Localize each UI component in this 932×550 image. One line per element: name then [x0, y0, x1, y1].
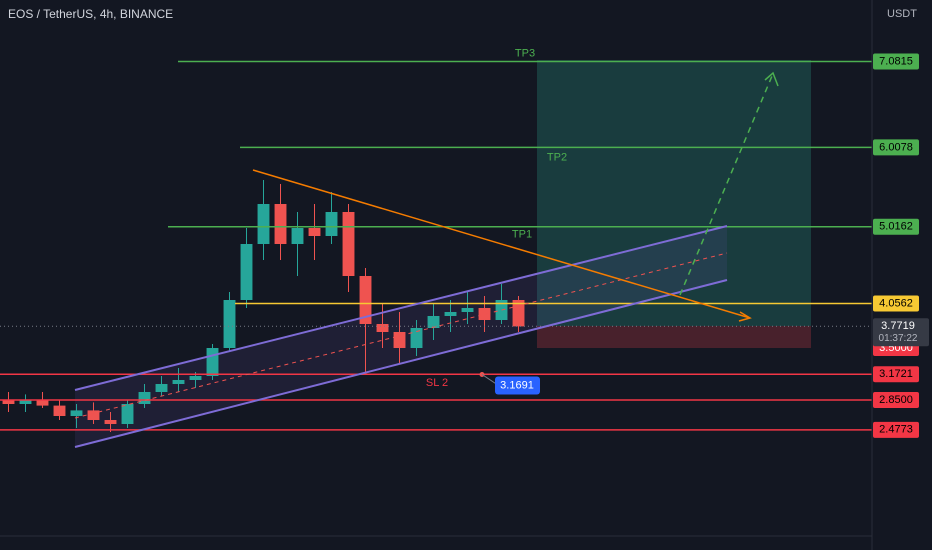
channel-upper — [74, 225, 728, 391]
candle-body — [461, 308, 474, 312]
channel-lower — [74, 279, 728, 448]
candle-body — [444, 312, 457, 316]
candle-body — [240, 244, 253, 300]
last-price-box — [873, 318, 929, 347]
level-label: 6.0078 — [879, 141, 913, 153]
candle-body — [376, 324, 389, 332]
profit-zone — [537, 60, 811, 326]
level-label: 5.0162 — [879, 221, 913, 233]
level-label-box — [873, 366, 919, 383]
candle-body — [206, 348, 219, 376]
level-name: TP3 — [515, 47, 535, 59]
candle-body — [257, 204, 270, 244]
candle-body — [410, 328, 423, 348]
candle-body — [104, 420, 117, 424]
level-label: 2.4773 — [879, 424, 913, 436]
projection-arrow — [764, 71, 779, 87]
level-label: 4.0562 — [879, 297, 913, 309]
level-label: 7.0815 — [879, 55, 913, 67]
channel-mid — [74, 252, 728, 419]
level-label-box — [873, 392, 919, 408]
candle-body — [291, 228, 304, 244]
candle-body — [342, 212, 355, 276]
level-label: 2.8500 — [879, 394, 913, 406]
candle-body — [70, 410, 83, 416]
marker-link — [481, 374, 498, 385]
level-label-box — [873, 218, 919, 235]
level-label-box — [873, 139, 919, 156]
price-axis — [872, 0, 932, 550]
candle-body — [155, 384, 168, 392]
marker-label: 3.1691 — [500, 379, 534, 391]
level-name: SL 2 — [426, 377, 448, 389]
trend-arrow — [738, 311, 752, 322]
level-name: TP1 — [512, 229, 532, 241]
level-label-box — [873, 421, 919, 438]
time-axis — [0, 536, 872, 550]
level-name: TP2 — [547, 151, 567, 163]
candle-body — [512, 300, 525, 327]
candle-body — [308, 228, 321, 236]
candle-body — [87, 410, 100, 420]
candle-body — [121, 404, 134, 424]
loss-zone — [537, 326, 811, 348]
level-label-box — [873, 53, 919, 70]
chart-title: EOS / TetherUS, 4h, BINANCE — [8, 7, 173, 21]
candle-body — [478, 308, 491, 320]
candle-body — [53, 405, 66, 416]
level-label: 3.1721 — [879, 368, 913, 380]
candle-body — [223, 300, 236, 348]
currency: USDT — [887, 8, 917, 20]
candle-body — [172, 380, 185, 384]
marker-box — [495, 376, 540, 395]
last-price-label: 3.7719 — [881, 320, 915, 332]
level-label-box — [873, 295, 919, 312]
candle-body — [495, 300, 508, 320]
candle-body — [138, 392, 151, 404]
candle-body — [325, 212, 338, 236]
countdown: 01:37:22 — [879, 333, 918, 344]
trend-line — [252, 169, 751, 319]
candle-body — [393, 332, 406, 348]
candle-body — [427, 316, 440, 328]
candle-body — [2, 400, 15, 404]
candle-body — [189, 376, 202, 380]
candle-body — [36, 400, 49, 406]
candle-body — [19, 400, 32, 404]
candle-body — [274, 204, 287, 244]
candle-body — [359, 276, 372, 324]
